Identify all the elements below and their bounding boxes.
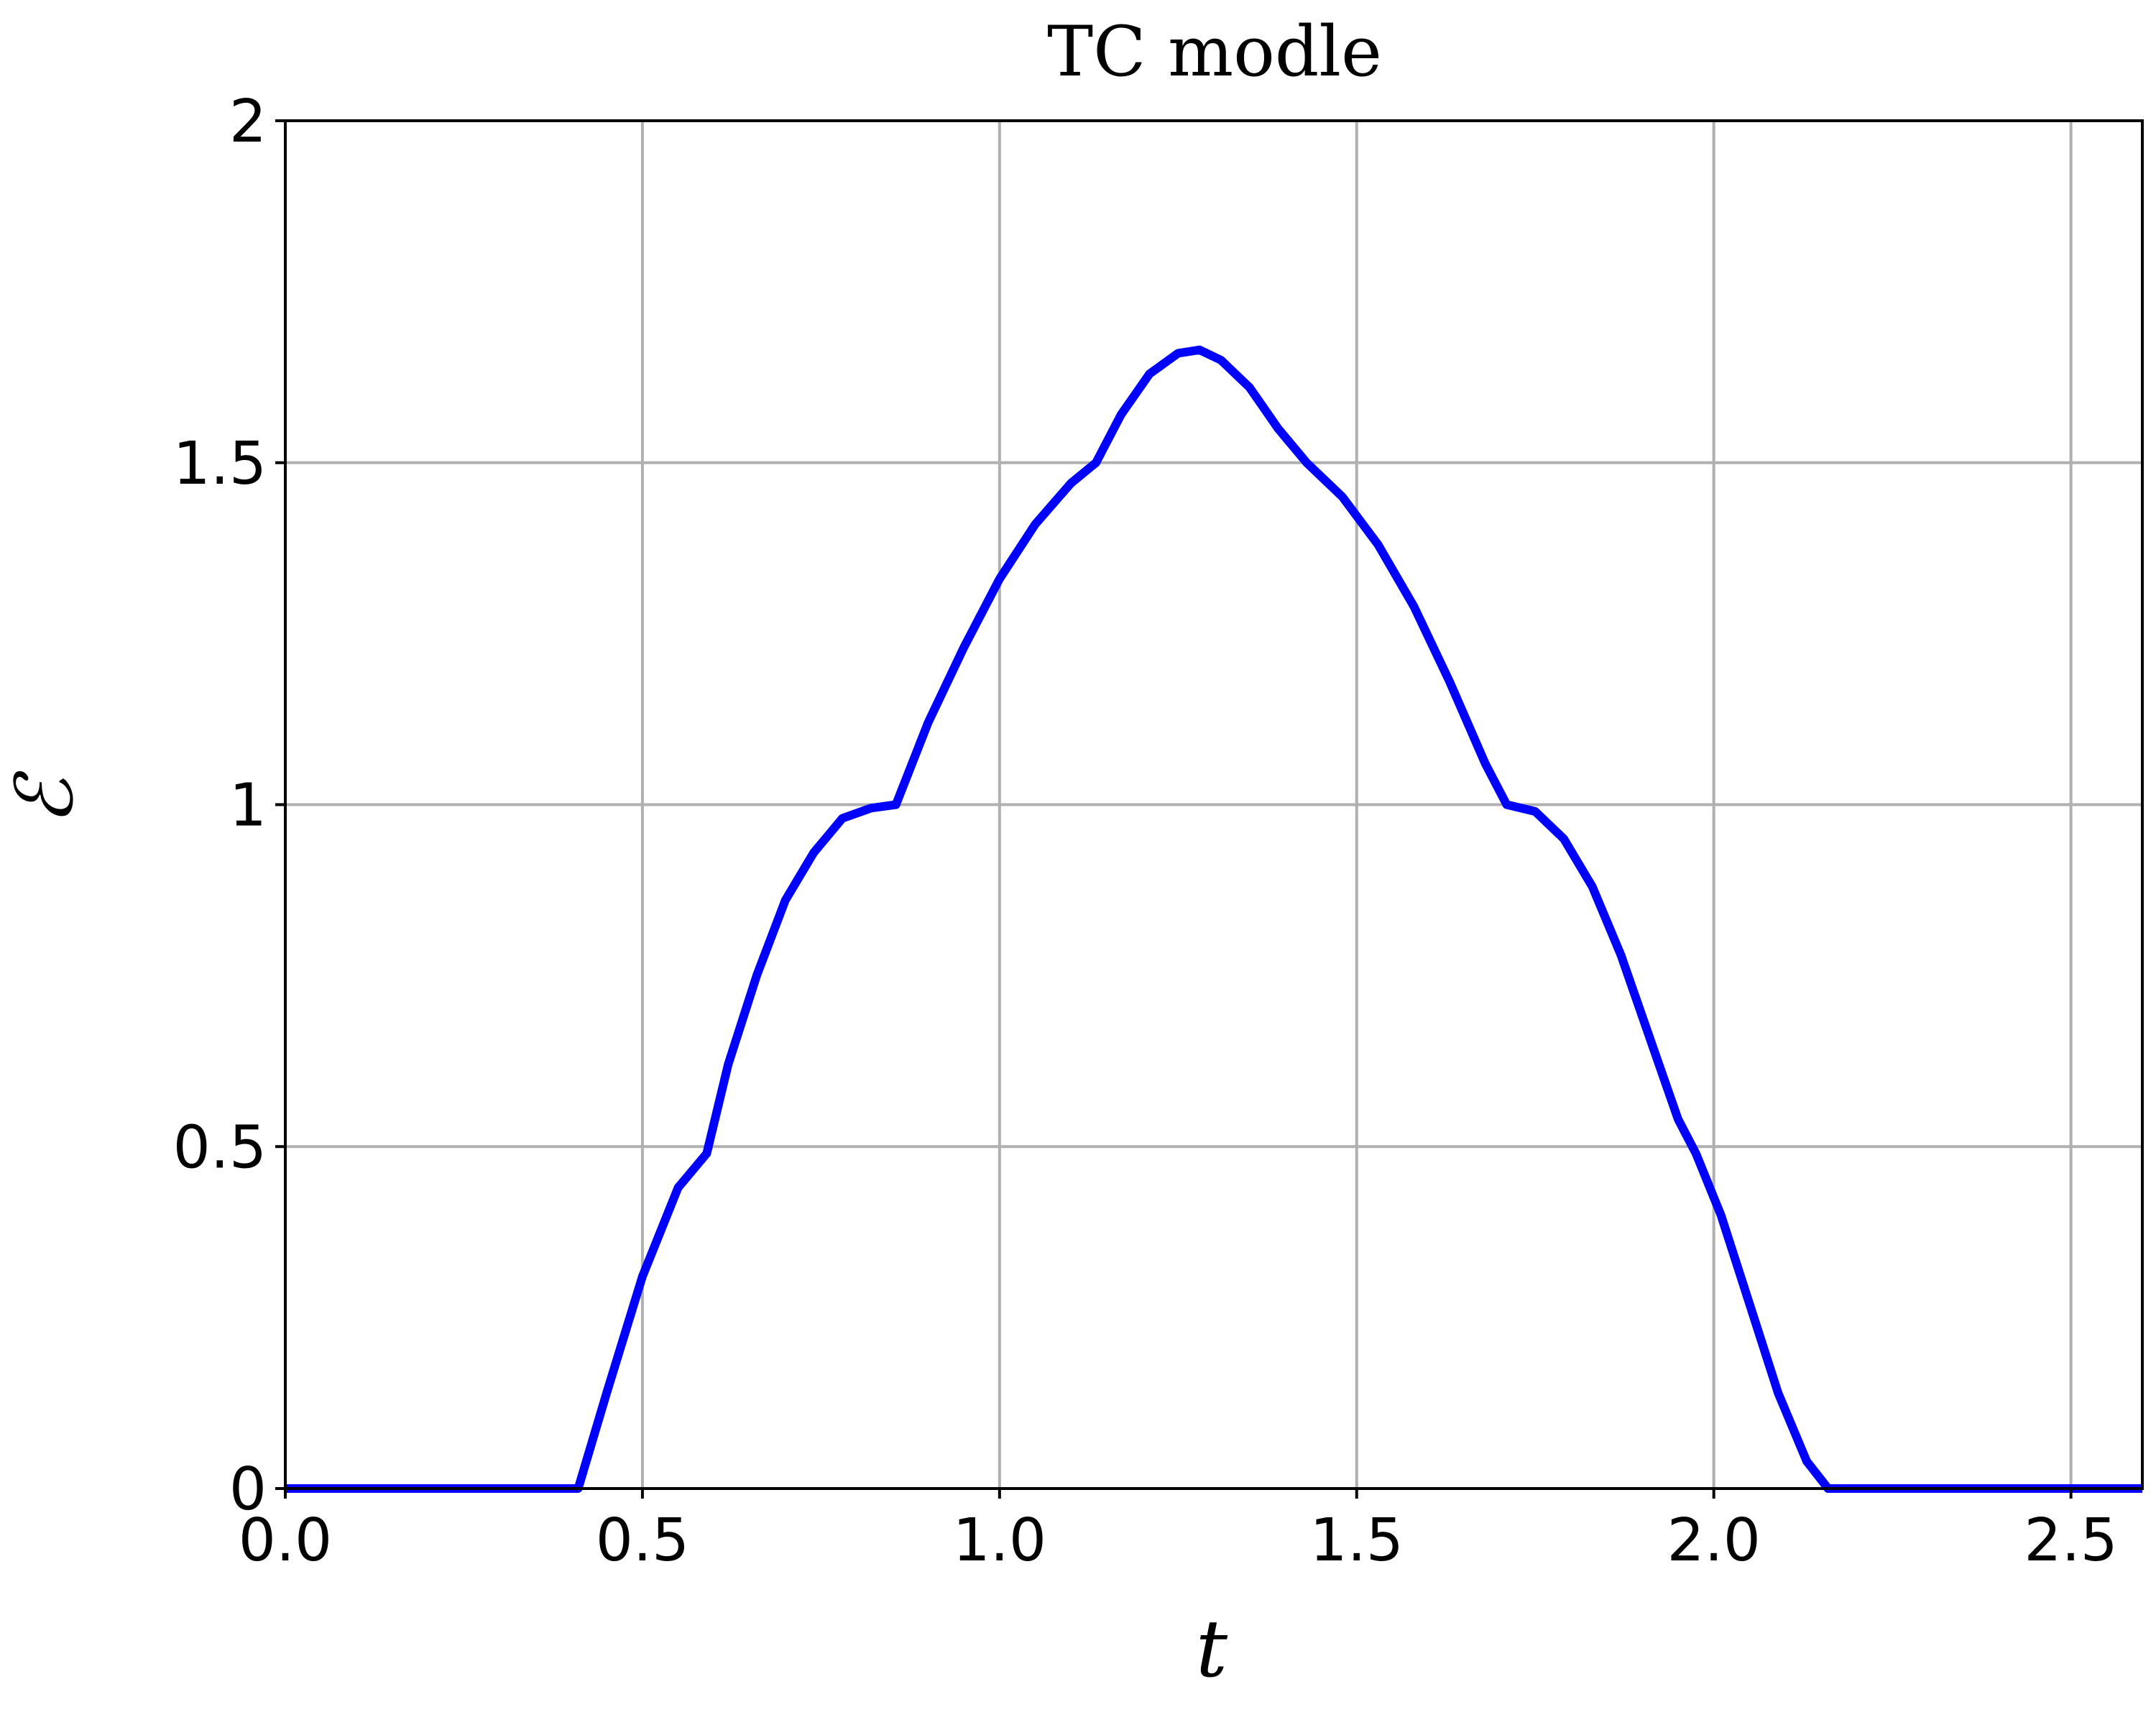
x-tick-label: 2.5 — [2024, 1506, 2117, 1575]
x-tick-label: 2.0 — [1667, 1506, 1760, 1575]
grid — [284, 119, 2142, 1490]
chart-title: TC modle — [1047, 12, 1382, 92]
y-tick-label: 2 — [229, 88, 267, 156]
y-tick-label: 1.5 — [173, 430, 267, 498]
plot-series — [285, 345, 2142, 1493]
y-tick-label: 0 — [229, 1455, 267, 1524]
axis-ticks: 0.0 0.5 1.0 1.5 2.0 2.5 0 0.5 1 1.5 2 — [173, 88, 2118, 1575]
x-tick-label: 1.0 — [953, 1506, 1046, 1575]
x-tick-label: 1.5 — [1310, 1506, 1404, 1575]
x-tick-label: 0.5 — [596, 1506, 689, 1575]
y-axis-label: ℰ — [0, 770, 91, 825]
y-tick-label: 0.5 — [173, 1113, 267, 1182]
x-tick-label: 0.0 — [239, 1506, 332, 1575]
series-line-0 — [285, 345, 2142, 1493]
x-axis-label: t — [1196, 1603, 1228, 1695]
y-tick-label: 1 — [229, 772, 267, 840]
